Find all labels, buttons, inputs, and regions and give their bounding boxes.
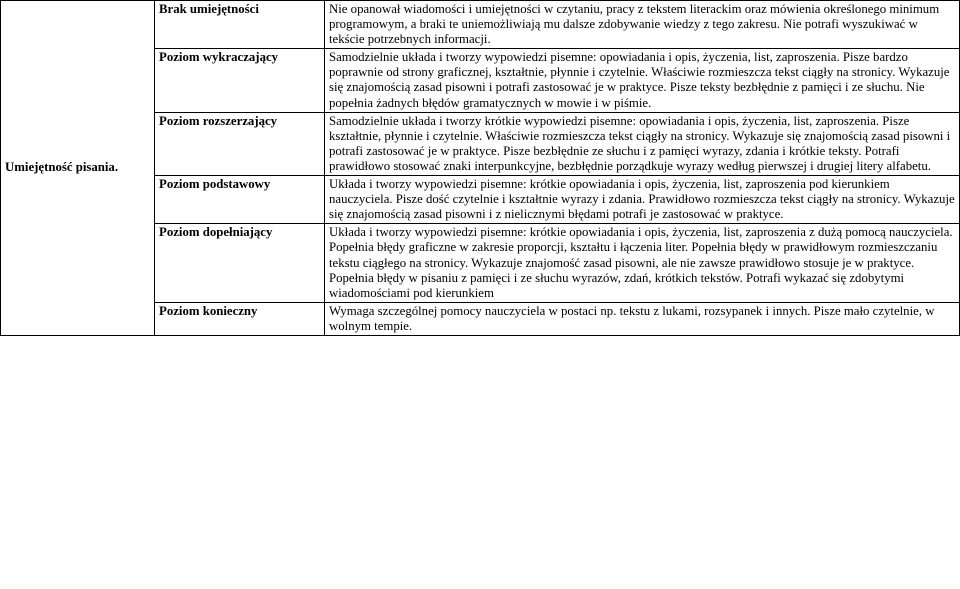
desc-cell: Układa i tworzy wypowiedzi pisemne: krót… (325, 224, 960, 302)
desc-cell: Układa i tworzy wypowiedzi pisemne: krót… (325, 176, 960, 224)
level-cell: Poziom dopełniający (155, 224, 325, 302)
desc-cell: Wymaga szczególnej pomocy nauczyciela w … (325, 302, 960, 335)
skill-name-cell: Umiejętność pisania. (1, 1, 155, 336)
level-cell: Poziom konieczny (155, 302, 325, 335)
desc-cell: Samodzielnie układa i tworzy wypowiedzi … (325, 49, 960, 112)
level-cell: Brak umiejętności (155, 1, 325, 49)
desc-cell: Nie opanował wiadomości i umiejętności w… (325, 1, 960, 49)
table-row: Umiejętność pisania. Brak umiejętności N… (1, 1, 960, 49)
rubric-table: Umiejętność pisania. Brak umiejętności N… (0, 0, 960, 336)
level-cell: Poziom rozszerzający (155, 112, 325, 175)
level-cell: Poziom podstawowy (155, 176, 325, 224)
desc-cell: Samodzielnie układa i tworzy krótkie wyp… (325, 112, 960, 175)
level-cell: Poziom wykraczający (155, 49, 325, 112)
